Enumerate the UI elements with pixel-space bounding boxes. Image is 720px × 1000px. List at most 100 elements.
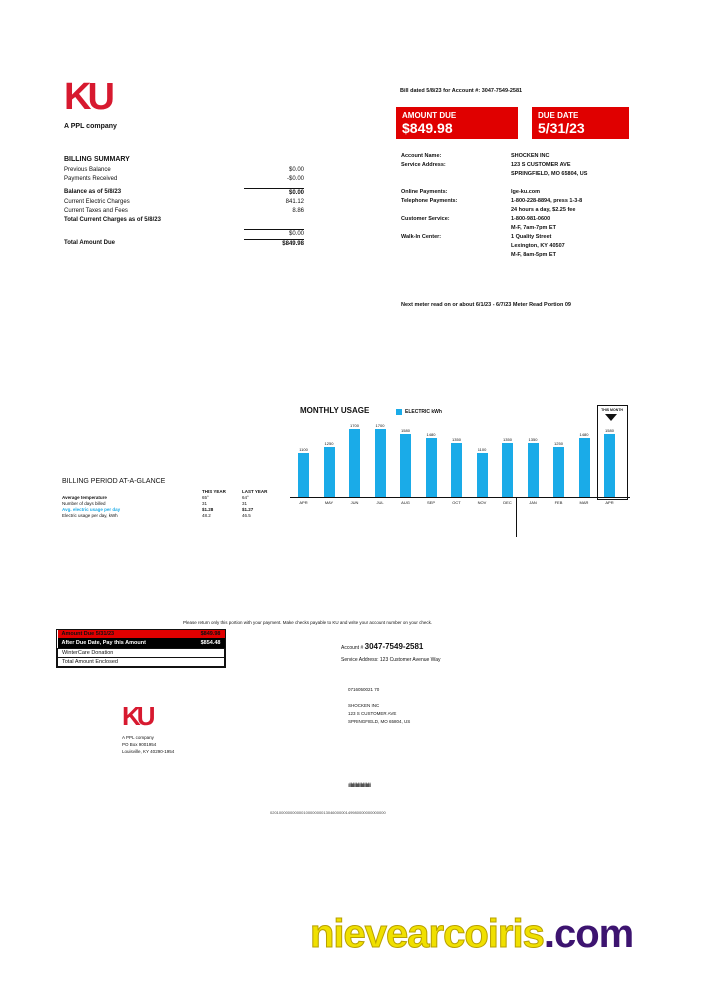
watermark-text: nievearcoiris xyxy=(310,912,546,957)
usage-bar xyxy=(298,453,309,497)
glance-value: 31 xyxy=(202,501,208,506)
summary-value: $849.98 xyxy=(244,239,304,249)
info-value: 1-800-981-0600 xyxy=(511,216,551,222)
info-label xyxy=(401,170,511,179)
month-label: APR xyxy=(605,500,614,505)
arrow-down-icon xyxy=(605,414,617,421)
tagline: A PPL company xyxy=(122,735,154,740)
stub-service: Service Address: 123 Customer Avenue Way xyxy=(341,657,441,663)
summary-label: Total Current Charges as of 5/8/23 xyxy=(64,217,161,223)
stub-account: Account # 3047-7549-2581 xyxy=(341,642,423,651)
info-label: Customer Service: xyxy=(401,216,450,222)
postal-barcode: ıılıılıılıılıılıılıılıılıılıılıılıılıılı xyxy=(348,783,371,789)
info-value: Lexington, KY 40507 xyxy=(511,243,565,249)
next-read: Next meter read on or about 6/1/23 - 6/7… xyxy=(401,302,571,308)
summary-label: Previous Balance xyxy=(64,167,111,173)
summary-value: 8.86 xyxy=(292,208,304,214)
bar-value-label: 1700 xyxy=(350,423,359,428)
col-last-year: LAST YEAR xyxy=(242,489,268,494)
info-value: 123 S CUSTOMER AVE xyxy=(511,162,571,168)
stub-due-value: $849.98 xyxy=(200,631,221,637)
due-date-value: 5/31/23 xyxy=(538,120,585,136)
info-value: lge-ku.com xyxy=(511,189,541,195)
info-value: 1 Quality Street xyxy=(511,234,552,240)
stub-due-label: Amount Due 5/31/23 xyxy=(61,631,115,637)
month-label: MAR xyxy=(579,500,589,505)
info-value: SPRINGFIELD, MO 65804, US xyxy=(511,171,588,177)
usage-bar xyxy=(502,443,513,497)
bar-value-label: 1350 xyxy=(503,437,512,442)
bar-value-label: 1580 xyxy=(401,427,410,433)
address-line: 123 S CUSTOMER AVE xyxy=(348,711,397,716)
usage-bar xyxy=(425,437,437,497)
ku-logo: KU xyxy=(64,76,115,118)
tagline: A PPL company xyxy=(64,123,117,130)
summary-label: Balance as of 5/8/23 xyxy=(64,189,122,195)
month-label: JAN xyxy=(529,500,537,505)
glance-value: 48.2 xyxy=(202,513,211,518)
due-date-box: DUE DATE 5/31/23 xyxy=(532,107,629,139)
summary-row: Current Taxes and Fees 8.86 xyxy=(64,207,304,216)
bar-value-label: 1350 xyxy=(528,437,538,442)
month-label: APR xyxy=(299,500,308,505)
year-divider xyxy=(516,497,517,537)
glance-value: $1.27 xyxy=(242,507,254,512)
summary-value: $0.00 xyxy=(244,229,304,239)
glance-label: Avg. electric usage per day xyxy=(62,507,121,512)
glance-value: $1.28 xyxy=(202,507,214,512)
scan-line: 0201000000000001000000001304600000149980… xyxy=(270,810,386,815)
usage-bar xyxy=(553,447,564,497)
info-label: Telephone Payments: xyxy=(401,198,458,204)
due-date-label: DUE DATE xyxy=(538,111,579,120)
glance-sublabel: Electric usage per day, kWh xyxy=(62,513,118,518)
summary-label: Current Electric Charges xyxy=(64,199,130,205)
info-value: SHOCKEN INC xyxy=(511,153,550,159)
summary-row: Total Amount Due $849.98 xyxy=(64,239,304,249)
info-value: 24 hours a day, $2.25 fee xyxy=(511,207,576,213)
bar-value-label: 1580 xyxy=(605,427,614,433)
summary-title: BILLING SUMMARY xyxy=(64,156,130,163)
account-label: Account # xyxy=(341,645,364,651)
chart-title: MONTHLY USAGE xyxy=(300,406,370,415)
account-info: Account Name: SHOCKEN INC Service Address:… xyxy=(401,152,641,260)
usage-bar xyxy=(604,433,615,497)
info-label xyxy=(401,242,511,251)
stub-after-label: After Due Date, Pay this Amount xyxy=(61,640,146,646)
watermark: nievearcoiris.com xyxy=(310,912,635,957)
amount-enclosed-field[interactable]: Total Amount Enclosed xyxy=(57,657,225,667)
usage-bar xyxy=(374,429,386,497)
code: 0716050021 70 xyxy=(348,687,380,692)
stub-after-value: $854.48 xyxy=(200,640,221,646)
info-label: Online Payments: xyxy=(401,189,448,195)
address-line: SPRINGFIELD, MO 65804, US xyxy=(348,719,411,724)
glance-value: 31 xyxy=(242,501,248,506)
amount-due-box: AMOUNT DUE $849.98 xyxy=(396,107,518,139)
bar-value-label: 1700 xyxy=(375,423,385,428)
info-value xyxy=(511,179,641,188)
payment-stub: Amount Due 5/31/23 $849.98 After Due Date… xyxy=(56,629,226,668)
month-label: NOV xyxy=(477,500,487,505)
month-label: OCT xyxy=(452,500,461,505)
usage-bar xyxy=(323,447,335,497)
info-label xyxy=(401,179,511,188)
ku-logo-small: KU xyxy=(122,701,156,731)
usage-bar xyxy=(476,453,488,497)
summary-label: Payments Received xyxy=(64,176,118,182)
legend-label: ELECTRIC kWh xyxy=(405,409,442,415)
glance-value: 65° xyxy=(202,495,209,500)
info-label xyxy=(401,251,511,260)
amount-due-value: $849.98 xyxy=(402,120,453,136)
month-label: JUN xyxy=(350,500,359,505)
wintercare-field[interactable]: WinterCare Donation xyxy=(57,648,225,658)
usage-bar xyxy=(400,433,411,497)
city: Louisville, KY 40290-1954 xyxy=(122,749,175,754)
summary-row: Balance as of 5/8/23 $0.00 xyxy=(64,188,304,198)
account-number: 3047-7549-2581 xyxy=(364,642,424,651)
info-value: M-F, 7am-7pm ET xyxy=(511,225,556,231)
account-line: Bill dated 5/8/23 for Account #: 3047-75… xyxy=(400,88,523,94)
summary-value: -$0.00 xyxy=(286,176,304,182)
glance-value: 46.5 xyxy=(242,513,251,518)
usage-bar xyxy=(527,443,539,497)
info-label: Walk-In Center: xyxy=(401,234,442,240)
summary-row: Total Current Charges as of 5/8/23 xyxy=(64,216,304,225)
